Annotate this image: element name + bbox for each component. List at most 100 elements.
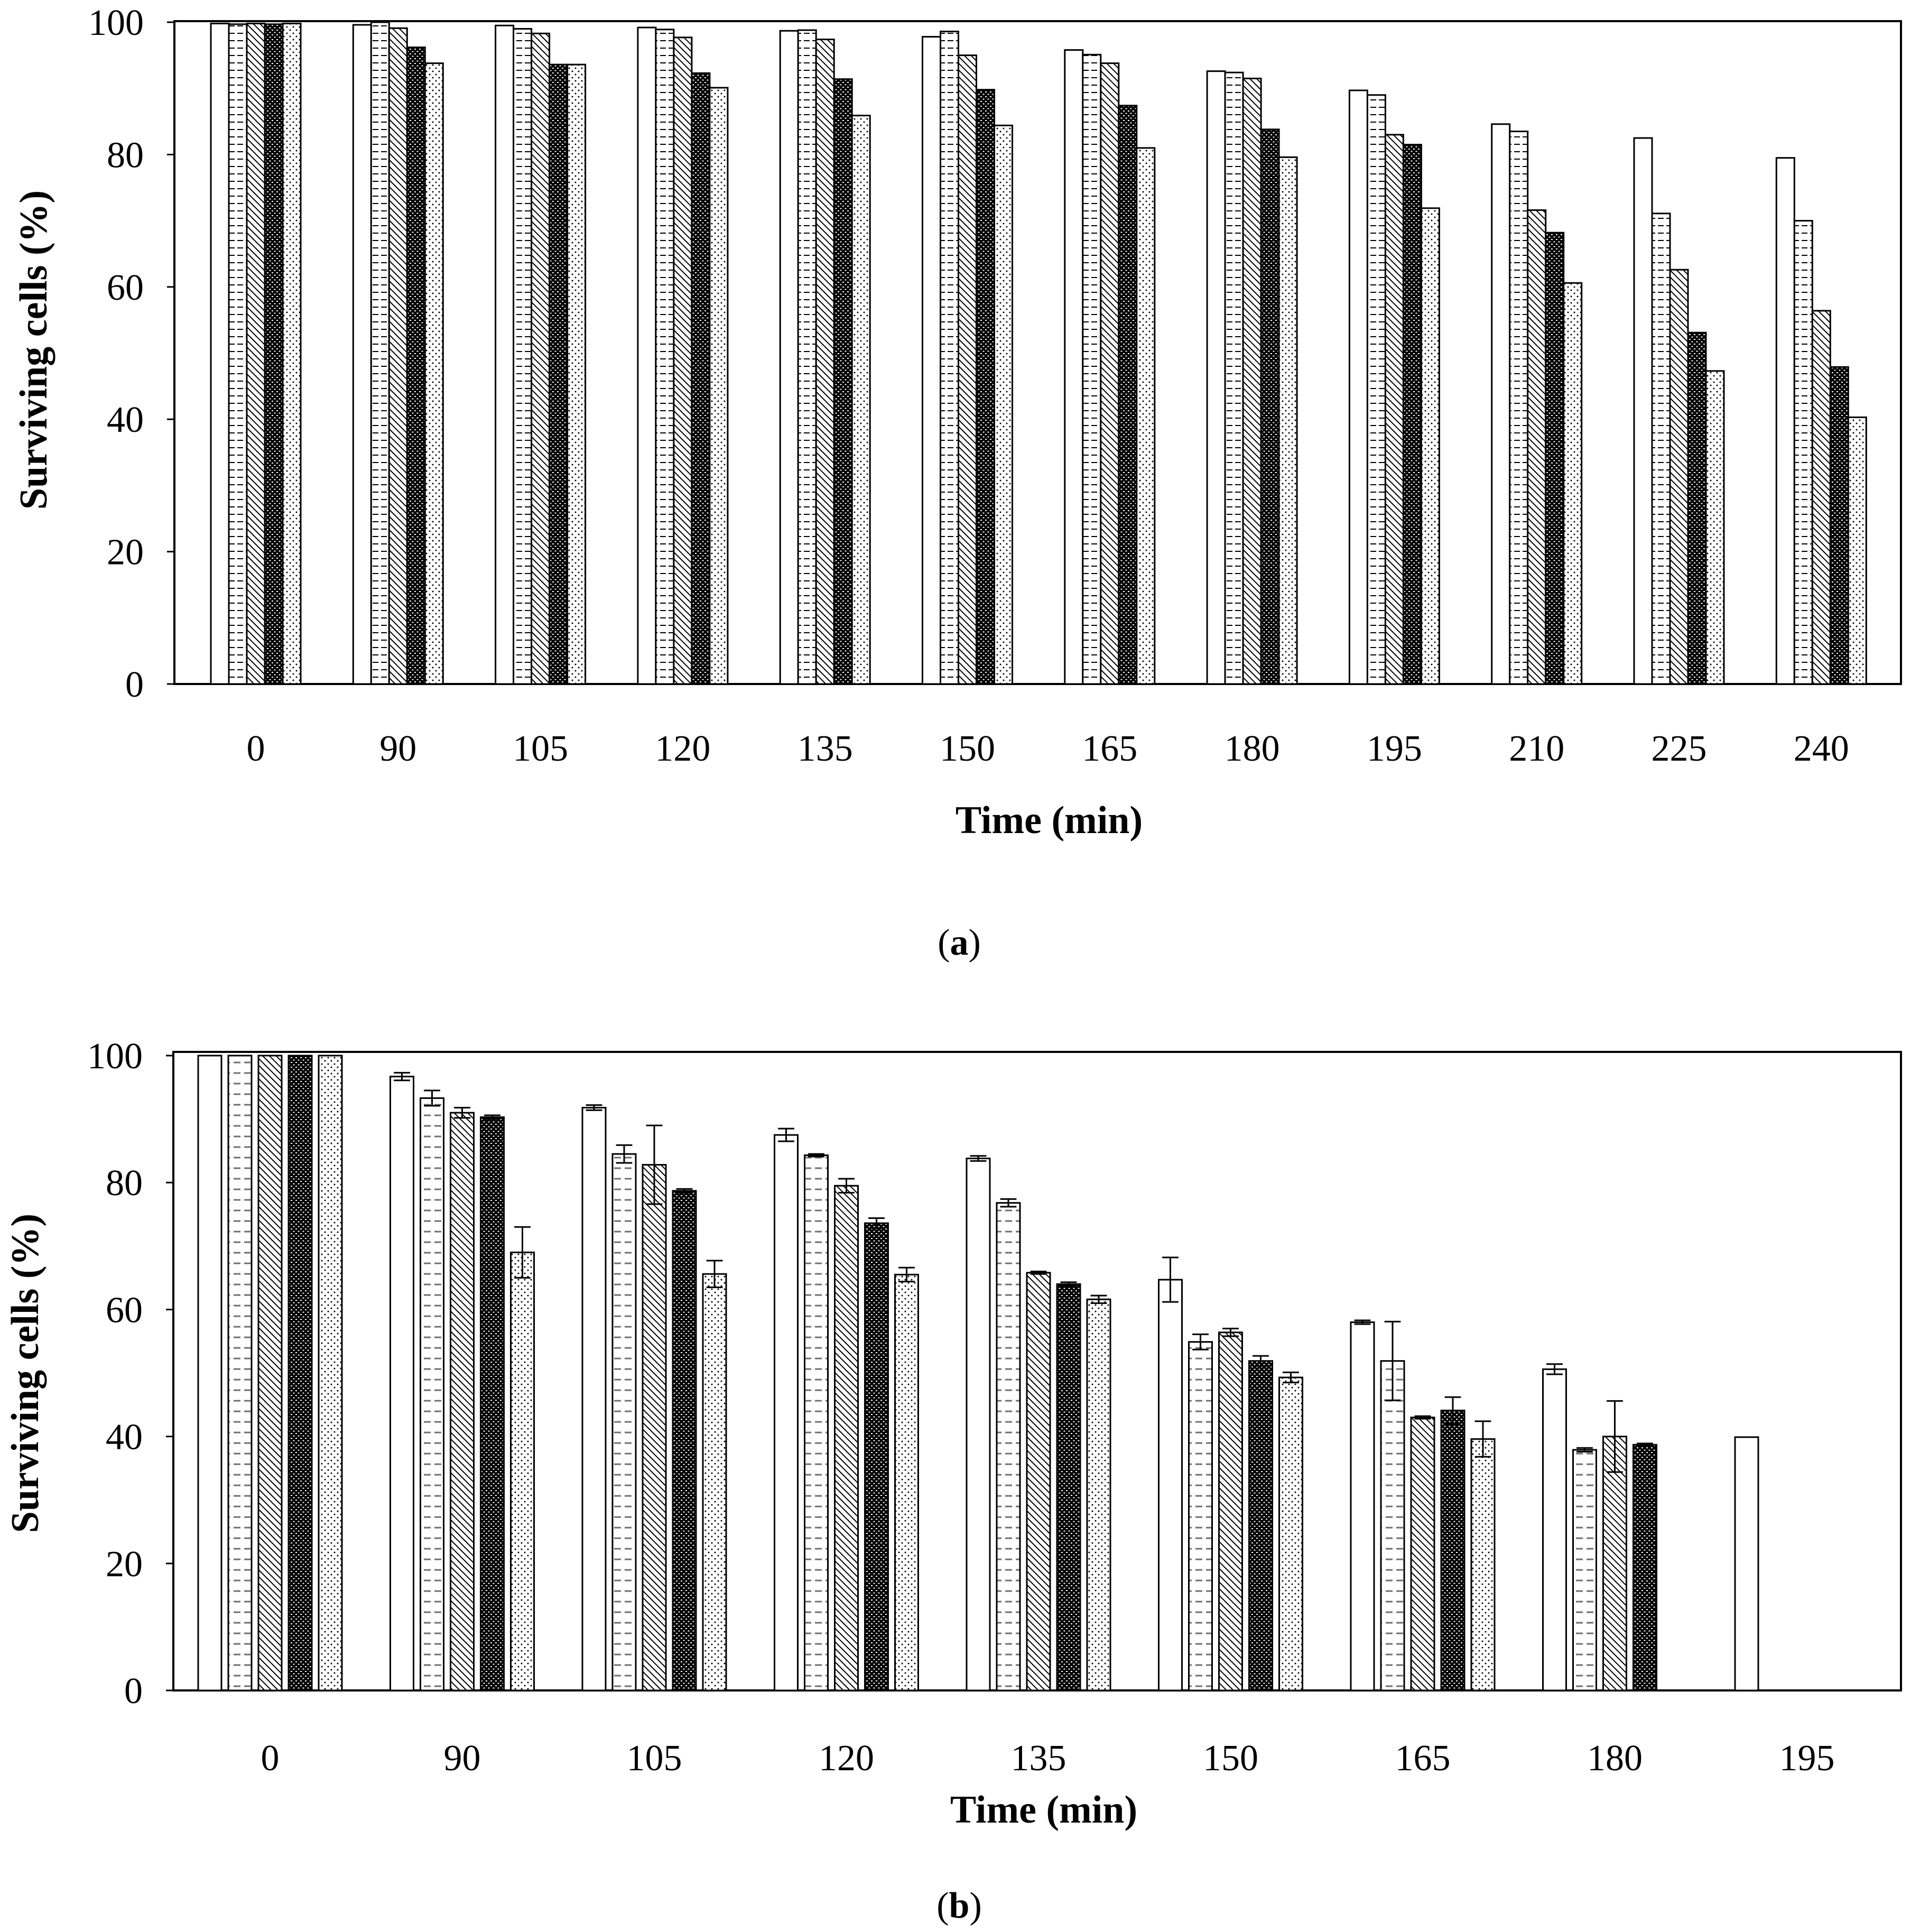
x-tick-label: 195 xyxy=(1367,728,1422,769)
bar xyxy=(940,31,959,685)
bars-a xyxy=(210,21,1867,685)
caption-open-b: ( xyxy=(936,1885,949,1926)
bar xyxy=(1206,70,1226,685)
bar xyxy=(1811,310,1831,685)
x-tick-label: 0 xyxy=(247,728,265,769)
bar xyxy=(1633,137,1653,685)
plot-frame-a xyxy=(173,20,1902,685)
bar xyxy=(1705,370,1725,685)
bar xyxy=(1470,1438,1496,1691)
x-tick-label: 210 xyxy=(1509,728,1564,769)
caption-close-b: ) xyxy=(969,1885,981,1926)
x-tick-label: 120 xyxy=(655,728,710,769)
bar xyxy=(210,23,230,685)
bar xyxy=(1734,1436,1759,1691)
bar xyxy=(1100,62,1120,685)
bar xyxy=(352,24,372,685)
bar xyxy=(1188,1341,1213,1691)
panel-caption-a: (a) xyxy=(938,922,981,963)
bar xyxy=(480,1116,505,1691)
bar xyxy=(581,1106,607,1691)
bar xyxy=(495,24,515,685)
bar xyxy=(966,1158,991,1691)
bar xyxy=(702,1273,727,1691)
y-tick-label: 80 xyxy=(106,1163,143,1204)
bar xyxy=(922,36,941,685)
x-tick-label: 180 xyxy=(1225,728,1280,769)
bar xyxy=(513,28,533,685)
x-tick-label: 135 xyxy=(1011,1738,1066,1779)
chart-panel-b: 0 20 40 60 80 100 0 90 105 120 135 150 165 180 195 Ti… xyxy=(4,1036,1902,1926)
bar xyxy=(264,23,284,685)
bar xyxy=(318,1055,343,1691)
bar xyxy=(227,1055,253,1691)
bar xyxy=(1086,1298,1111,1691)
bars-b xyxy=(197,1055,1759,1691)
bar xyxy=(1491,123,1511,685)
bar xyxy=(1633,1444,1657,1691)
x-tick-label: 90 xyxy=(379,728,416,769)
caption-open-a: ( xyxy=(938,922,950,963)
bar xyxy=(510,1251,535,1691)
x-tick-label: 120 xyxy=(819,1738,874,1779)
bar xyxy=(1602,1436,1627,1691)
bar xyxy=(1118,105,1138,685)
bar xyxy=(1350,1321,1375,1691)
bar xyxy=(833,78,853,685)
bar xyxy=(1136,147,1156,685)
bar xyxy=(567,63,587,685)
bar xyxy=(611,1153,637,1691)
bar xyxy=(1572,1449,1597,1691)
bar xyxy=(779,30,799,685)
bar xyxy=(1509,131,1529,685)
bar xyxy=(1847,416,1867,685)
x-tick-label: 225 xyxy=(1652,728,1707,769)
bar xyxy=(774,1134,799,1691)
bar xyxy=(1687,331,1707,685)
bar xyxy=(851,115,871,685)
y-tick-label: 60 xyxy=(106,1290,143,1330)
bar xyxy=(815,39,835,685)
y-tick-label: 100 xyxy=(87,1036,143,1077)
caption-letter-a: a xyxy=(950,922,969,963)
caption-close-a: ) xyxy=(969,922,981,963)
bar xyxy=(406,47,426,685)
bar xyxy=(1440,1409,1465,1691)
x-tick-label: 150 xyxy=(1203,1738,1258,1779)
bar xyxy=(1248,1360,1273,1691)
bar xyxy=(388,27,408,685)
bar xyxy=(894,1273,919,1691)
chart-panel-a: 0 20 40 60 80 100 0 90 105 120 135 150 165 180 195 210… xyxy=(12,3,1902,963)
x-tick-label: 195 xyxy=(1779,1738,1835,1779)
bar xyxy=(1527,209,1547,685)
x-axis-label-b: Time (min) xyxy=(950,1788,1137,1832)
bar xyxy=(1278,1376,1303,1691)
bar xyxy=(370,21,390,685)
x-tick-label: 165 xyxy=(1395,1738,1451,1779)
y-axis-label-a: Surviving cells (%) xyxy=(12,190,55,510)
bar xyxy=(996,1202,1021,1691)
bar xyxy=(228,23,248,685)
bar xyxy=(1829,366,1849,685)
y-axis-label-b: Surviving cells (%) xyxy=(4,1214,47,1533)
caption-letter-b: b xyxy=(949,1885,970,1926)
bar xyxy=(673,36,693,685)
bar xyxy=(672,1190,697,1691)
x-tick-label: 165 xyxy=(1082,728,1137,769)
bar xyxy=(1545,232,1565,685)
y-tick-label: 0 xyxy=(124,1671,143,1712)
bar xyxy=(864,1222,889,1691)
x-tick-labels-a: 0 90 105 120 135 150 165 180 195 210 225 240 xyxy=(247,728,1849,769)
bar xyxy=(549,63,569,685)
x-tick-label: 240 xyxy=(1794,728,1849,769)
bar xyxy=(642,1164,667,1691)
bar xyxy=(531,32,551,685)
bar xyxy=(1563,282,1583,685)
bar xyxy=(197,1055,222,1691)
bar xyxy=(282,23,302,685)
x-tick-labels-b: 0 90 105 120 135 150 165 180 195 xyxy=(261,1738,1835,1779)
bar xyxy=(1542,1368,1567,1691)
y-tick-labels-a: 0 20 40 60 80 100 xyxy=(88,3,174,705)
y-tick-label: 20 xyxy=(106,1544,143,1585)
